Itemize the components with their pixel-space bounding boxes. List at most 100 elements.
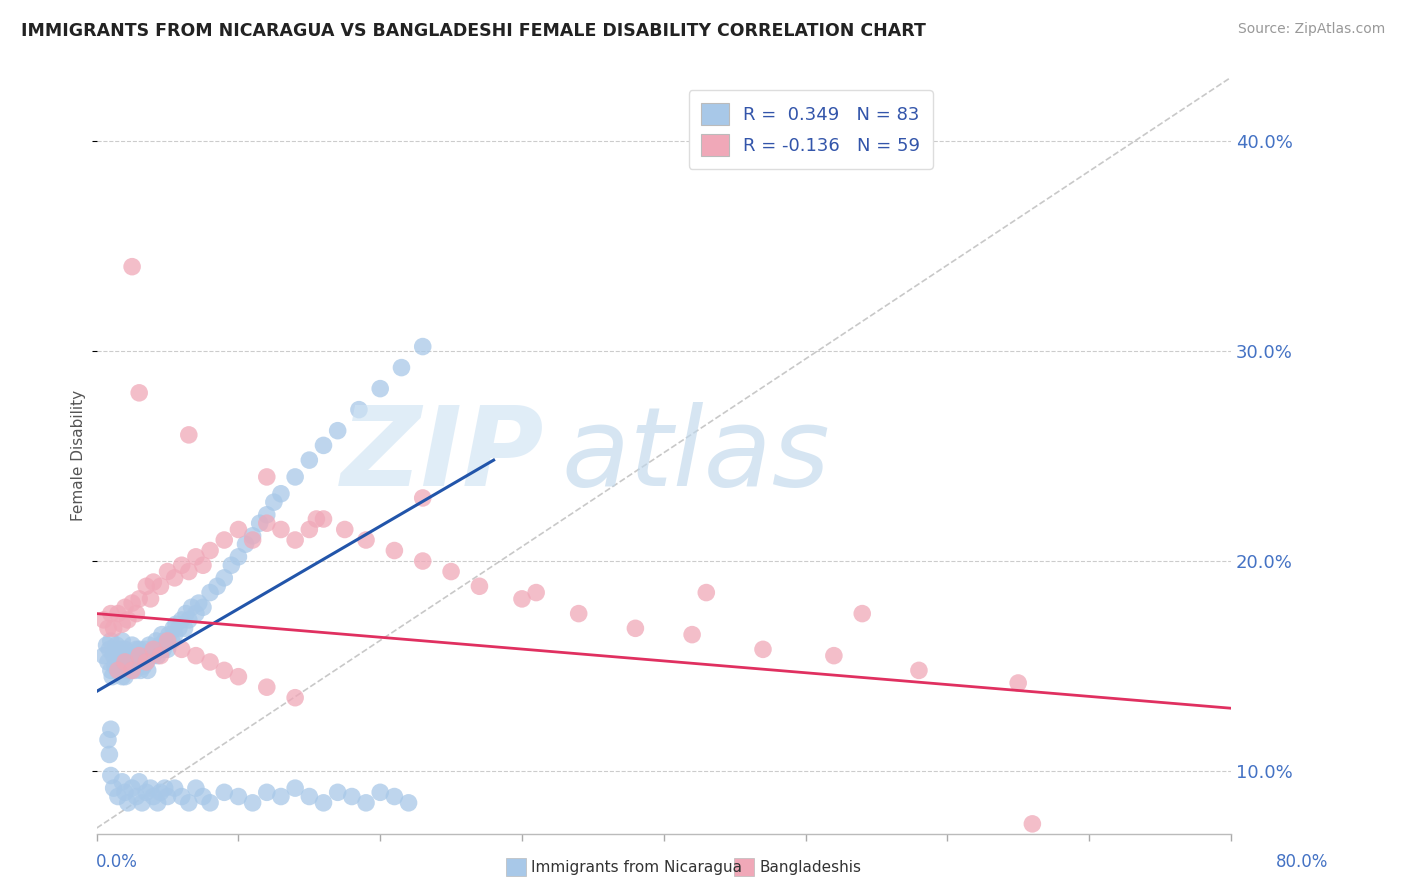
Point: [298, 523, 321, 537]
Point: [180, 600, 202, 615]
Point: [153, 781, 176, 796]
Point: [235, 537, 257, 551]
Point: [305, 512, 328, 526]
Point: [128, 774, 150, 789]
Point: [212, 664, 235, 678]
Point: [242, 796, 264, 810]
Point: [107, 664, 129, 678]
Point: [354, 796, 377, 810]
Point: [138, 638, 160, 652]
Point: [177, 428, 200, 442]
Point: [242, 529, 264, 543]
Point: [125, 642, 148, 657]
Point: [170, 642, 193, 657]
Point: [132, 659, 155, 673]
Point: [121, 664, 143, 678]
Point: [156, 642, 179, 657]
Point: [191, 789, 214, 804]
Point: [170, 558, 193, 573]
Point: [96, 638, 118, 652]
Text: atlas: atlas: [561, 402, 831, 509]
Point: [160, 634, 183, 648]
Point: [100, 723, 122, 737]
Point: [173, 621, 195, 635]
Point: [128, 642, 150, 657]
Point: [100, 634, 122, 648]
Point: [121, 596, 143, 610]
Point: [114, 655, 136, 669]
Point: [139, 648, 162, 663]
Point: [93, 648, 115, 663]
Point: [270, 789, 292, 804]
Point: [97, 621, 120, 635]
Point: [298, 453, 321, 467]
Point: [114, 642, 136, 657]
Point: [191, 558, 214, 573]
Point: [97, 732, 120, 747]
Point: [256, 516, 278, 531]
Point: [333, 523, 356, 537]
Point: [153, 634, 176, 648]
Point: [156, 634, 179, 648]
Point: [131, 648, 153, 663]
Point: [162, 621, 184, 635]
Point: [695, 585, 717, 599]
Point: [152, 642, 174, 657]
Point: [136, 664, 159, 678]
Text: ZIP: ZIP: [342, 402, 544, 509]
Point: [163, 627, 186, 641]
Point: [97, 655, 120, 669]
Text: 0.0%: 0.0%: [96, 853, 138, 871]
Point: [191, 600, 214, 615]
Point: [134, 642, 156, 657]
Point: [184, 607, 207, 621]
Point: [412, 340, 434, 354]
Point: [468, 579, 491, 593]
Point: [326, 424, 349, 438]
Point: [177, 796, 200, 810]
Point: [100, 664, 122, 678]
Point: [524, 585, 547, 599]
Point: [121, 648, 143, 663]
Point: [184, 648, 207, 663]
Point: [163, 781, 186, 796]
Point: [212, 533, 235, 547]
Point: [242, 533, 264, 547]
Point: [131, 796, 153, 810]
Point: [145, 634, 167, 648]
Point: [117, 648, 139, 663]
Point: [256, 508, 278, 522]
Point: [340, 789, 363, 804]
Point: [104, 659, 127, 673]
Point: [228, 549, 250, 564]
Point: [510, 591, 533, 606]
Point: [440, 565, 463, 579]
Point: [908, 664, 931, 678]
Point: [326, 785, 349, 799]
Point: [212, 571, 235, 585]
Point: [205, 579, 228, 593]
Point: [146, 796, 169, 810]
Y-axis label: Female Disability: Female Disability: [72, 391, 86, 522]
Point: [228, 523, 250, 537]
Point: [135, 579, 157, 593]
Point: [120, 664, 142, 678]
Point: [174, 607, 197, 621]
Point: [221, 558, 243, 573]
Point: [198, 655, 221, 669]
Point: [851, 607, 873, 621]
Point: [107, 607, 129, 621]
Point: [111, 634, 134, 648]
Point: [354, 533, 377, 547]
Point: [128, 648, 150, 663]
Point: [101, 670, 124, 684]
Point: [142, 648, 165, 663]
Point: [128, 655, 150, 669]
Point: [298, 789, 321, 804]
Point: [681, 627, 703, 641]
Point: [368, 785, 391, 799]
Point: [170, 613, 193, 627]
Point: [228, 789, 250, 804]
Point: [382, 789, 405, 804]
Point: [121, 260, 143, 274]
